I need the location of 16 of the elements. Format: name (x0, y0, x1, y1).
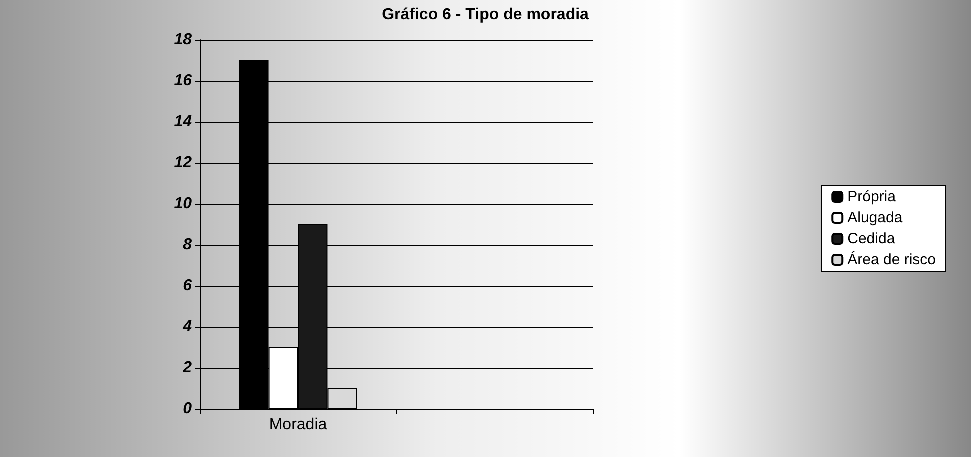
x-tick-label: Moradia (269, 416, 328, 434)
chart-title: Gráfico 6 - Tipo de moradia (382, 6, 590, 24)
y-tick-label: 12 (174, 154, 192, 172)
legend-label: Alugada (848, 210, 904, 226)
y-tick-label: 18 (174, 32, 192, 48)
y-tick-label: 10 (174, 196, 192, 212)
y-tick-label: 16 (174, 72, 192, 90)
legend-label: Própria (848, 188, 897, 206)
y-tick-label: 2 (182, 360, 192, 376)
y-tick-label: 14 (174, 114, 192, 130)
y-tick-label: 4 (182, 318, 192, 336)
legend-label: Área de risco (848, 250, 936, 268)
y-tick-label: 6 (183, 278, 192, 294)
legend-label: Cedida (848, 230, 896, 248)
y-tick-label: 0 (183, 400, 192, 418)
y-tick-label: 8 (183, 236, 192, 254)
